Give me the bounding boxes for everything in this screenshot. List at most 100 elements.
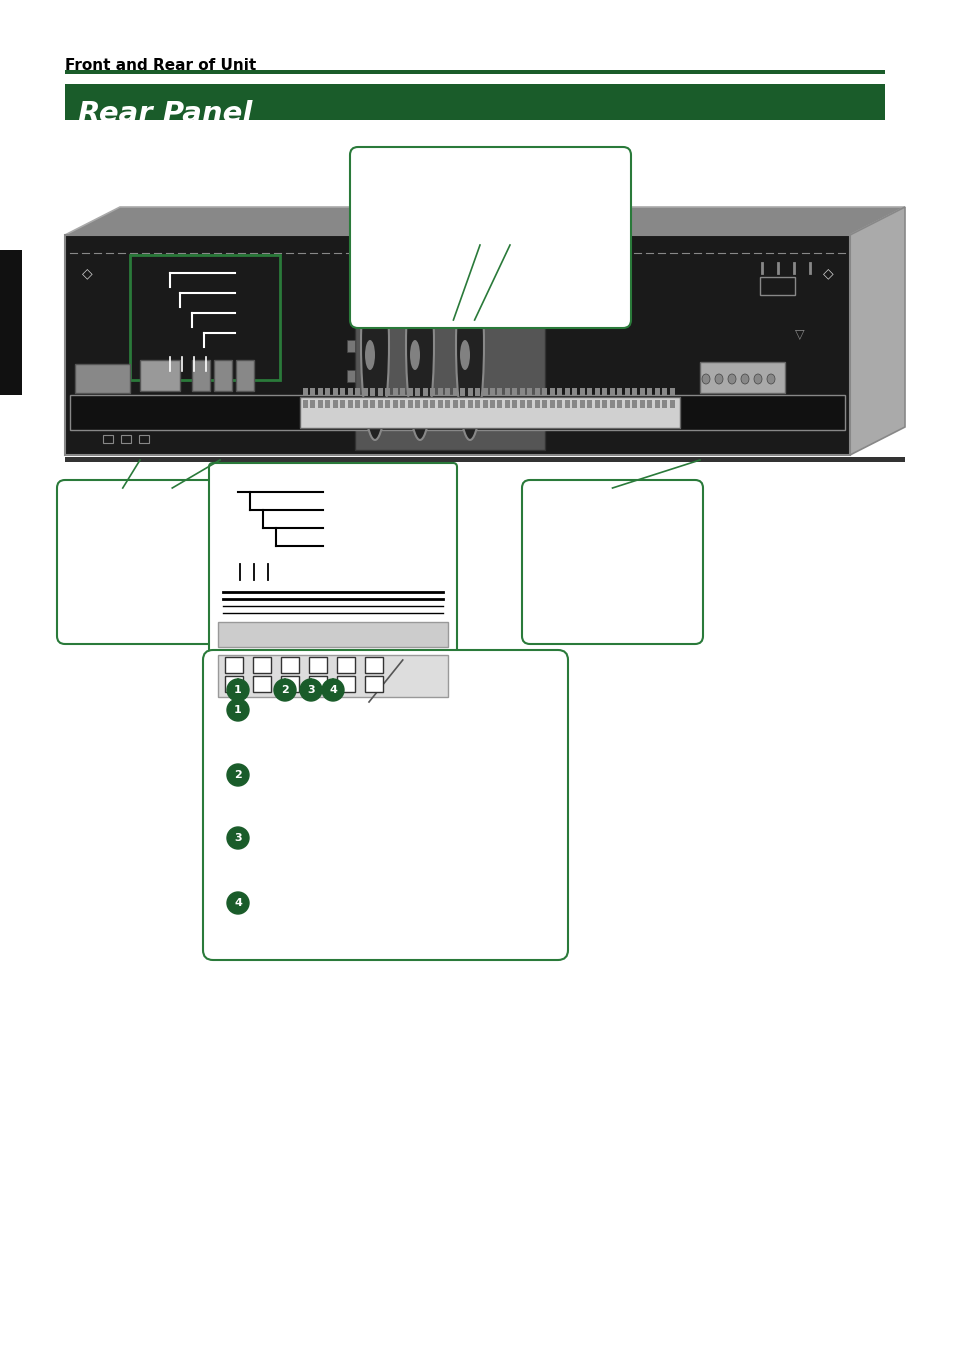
Bar: [700, 362, 784, 393]
Bar: [639, 400, 644, 408]
Circle shape: [322, 679, 344, 700]
Text: ▽: ▽: [795, 329, 804, 342]
Bar: [594, 388, 599, 396]
Bar: [225, 657, 243, 673]
Bar: [661, 388, 666, 396]
Bar: [103, 435, 112, 443]
Bar: [572, 388, 577, 396]
Ellipse shape: [701, 375, 709, 384]
Bar: [475, 388, 479, 396]
Bar: [415, 400, 419, 408]
Bar: [336, 657, 355, 673]
Bar: [0, 250, 22, 395]
Bar: [646, 400, 652, 408]
Bar: [609, 388, 614, 396]
Bar: [225, 676, 243, 692]
Bar: [317, 388, 323, 396]
Bar: [445, 388, 450, 396]
Bar: [594, 400, 599, 408]
Bar: [385, 388, 390, 396]
Bar: [557, 400, 561, 408]
Bar: [362, 400, 368, 408]
Bar: [336, 676, 355, 692]
Text: 3: 3: [307, 685, 314, 695]
Bar: [70, 395, 844, 430]
Bar: [365, 676, 382, 692]
Bar: [348, 400, 353, 408]
Bar: [654, 400, 659, 408]
Bar: [325, 388, 330, 396]
FancyBboxPatch shape: [521, 480, 702, 644]
Bar: [452, 388, 457, 396]
Bar: [370, 400, 375, 408]
Bar: [661, 400, 666, 408]
Bar: [760, 277, 794, 295]
Bar: [482, 400, 487, 408]
Bar: [669, 388, 674, 396]
Bar: [347, 370, 355, 383]
Bar: [542, 400, 547, 408]
Bar: [632, 388, 637, 396]
Circle shape: [227, 827, 249, 849]
Bar: [482, 388, 487, 396]
Bar: [340, 388, 345, 396]
Bar: [512, 388, 517, 396]
Circle shape: [227, 679, 249, 700]
Bar: [467, 400, 472, 408]
Bar: [65, 235, 849, 456]
Bar: [624, 400, 629, 408]
Bar: [65, 84, 884, 120]
Text: 3: 3: [233, 833, 241, 844]
Bar: [437, 400, 442, 408]
Polygon shape: [849, 207, 904, 456]
Bar: [377, 388, 382, 396]
Bar: [527, 400, 532, 408]
Bar: [355, 400, 360, 408]
Bar: [393, 400, 397, 408]
Bar: [235, 360, 253, 391]
Text: 2: 2: [233, 771, 242, 780]
Bar: [393, 388, 397, 396]
Ellipse shape: [456, 250, 483, 439]
Bar: [253, 676, 271, 692]
Bar: [333, 400, 337, 408]
Bar: [407, 388, 413, 396]
Bar: [65, 457, 904, 462]
Bar: [317, 400, 323, 408]
Bar: [609, 400, 614, 408]
Bar: [65, 70, 884, 74]
Bar: [579, 400, 584, 408]
Bar: [669, 400, 674, 408]
Bar: [437, 388, 442, 396]
Bar: [422, 388, 427, 396]
Bar: [572, 400, 577, 408]
FancyBboxPatch shape: [203, 650, 567, 960]
Bar: [527, 388, 532, 396]
Bar: [340, 400, 345, 408]
Bar: [422, 400, 427, 408]
Bar: [362, 388, 368, 396]
Bar: [601, 388, 606, 396]
Bar: [504, 388, 510, 396]
Bar: [281, 657, 298, 673]
Bar: [639, 388, 644, 396]
Bar: [519, 400, 524, 408]
Bar: [400, 388, 405, 396]
Text: 4: 4: [233, 898, 242, 909]
Bar: [601, 400, 606, 408]
Ellipse shape: [406, 250, 434, 439]
Bar: [192, 360, 210, 391]
Bar: [281, 676, 298, 692]
Text: ◇: ◇: [821, 266, 832, 280]
FancyBboxPatch shape: [57, 480, 237, 644]
Bar: [542, 388, 547, 396]
Text: ◇: ◇: [82, 266, 92, 280]
Bar: [632, 400, 637, 408]
Bar: [370, 388, 375, 396]
FancyBboxPatch shape: [350, 147, 630, 329]
Ellipse shape: [365, 339, 375, 370]
Bar: [579, 388, 584, 396]
Circle shape: [299, 679, 322, 700]
Bar: [564, 388, 569, 396]
Bar: [213, 360, 232, 391]
